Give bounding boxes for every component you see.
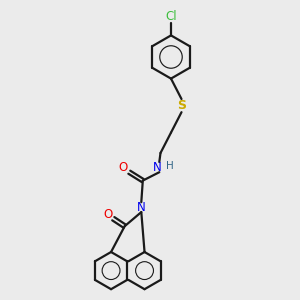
Text: O: O: [118, 161, 127, 174]
Text: N: N: [137, 201, 146, 214]
Text: N: N: [153, 160, 162, 174]
Text: Cl: Cl: [165, 10, 177, 23]
Text: O: O: [103, 208, 112, 221]
Text: S: S: [177, 99, 186, 112]
Text: H: H: [166, 161, 174, 171]
